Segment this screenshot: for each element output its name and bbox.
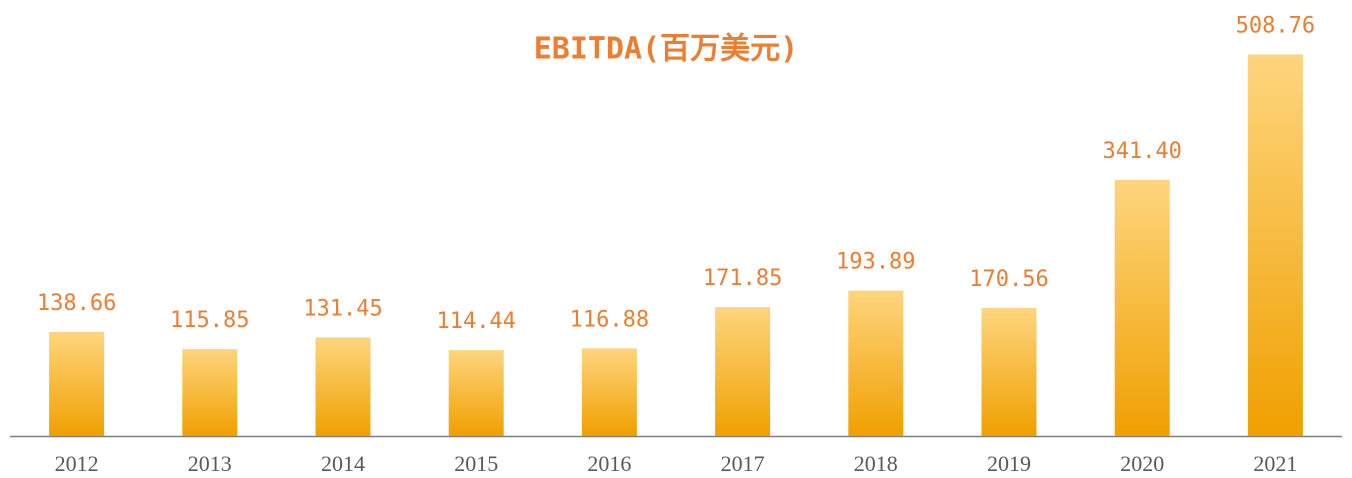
bar	[1114, 179, 1170, 436]
value-label: 193.89	[836, 250, 915, 275]
value-label: 115.85	[170, 308, 249, 333]
bar	[49, 332, 105, 436]
x-tick-label: 2020	[1120, 451, 1164, 476]
x-tick-label: 2017	[721, 451, 765, 476]
chart-title: EBITDA(百万美元)	[534, 32, 799, 67]
bar	[848, 290, 904, 436]
value-label: 170.56	[969, 267, 1048, 292]
x-tick-label: 2019	[987, 451, 1031, 476]
bar	[315, 337, 371, 436]
value-label: 171.85	[703, 266, 782, 291]
value-label: 508.76	[1236, 13, 1315, 38]
x-tick-label: 2014	[321, 451, 365, 476]
value-label: 138.66	[37, 291, 116, 316]
x-tick-label: 2016	[587, 451, 631, 476]
x-tick-label: 2018	[854, 451, 898, 476]
x-tick-label: 2015	[454, 451, 498, 476]
bar	[581, 348, 637, 436]
value-label: 131.45	[303, 296, 382, 321]
x-tick-label: 2013	[188, 451, 232, 476]
bar	[448, 350, 504, 436]
bar	[715, 307, 771, 436]
value-label: 341.40	[1102, 139, 1181, 164]
bar	[1247, 54, 1303, 437]
value-label: 114.44	[436, 309, 515, 334]
value-label: 116.88	[570, 307, 649, 332]
x-tick-label: 2021	[1253, 451, 1297, 476]
bar	[981, 308, 1037, 436]
x-tick-label: 2012	[55, 451, 99, 476]
bar	[182, 349, 238, 436]
